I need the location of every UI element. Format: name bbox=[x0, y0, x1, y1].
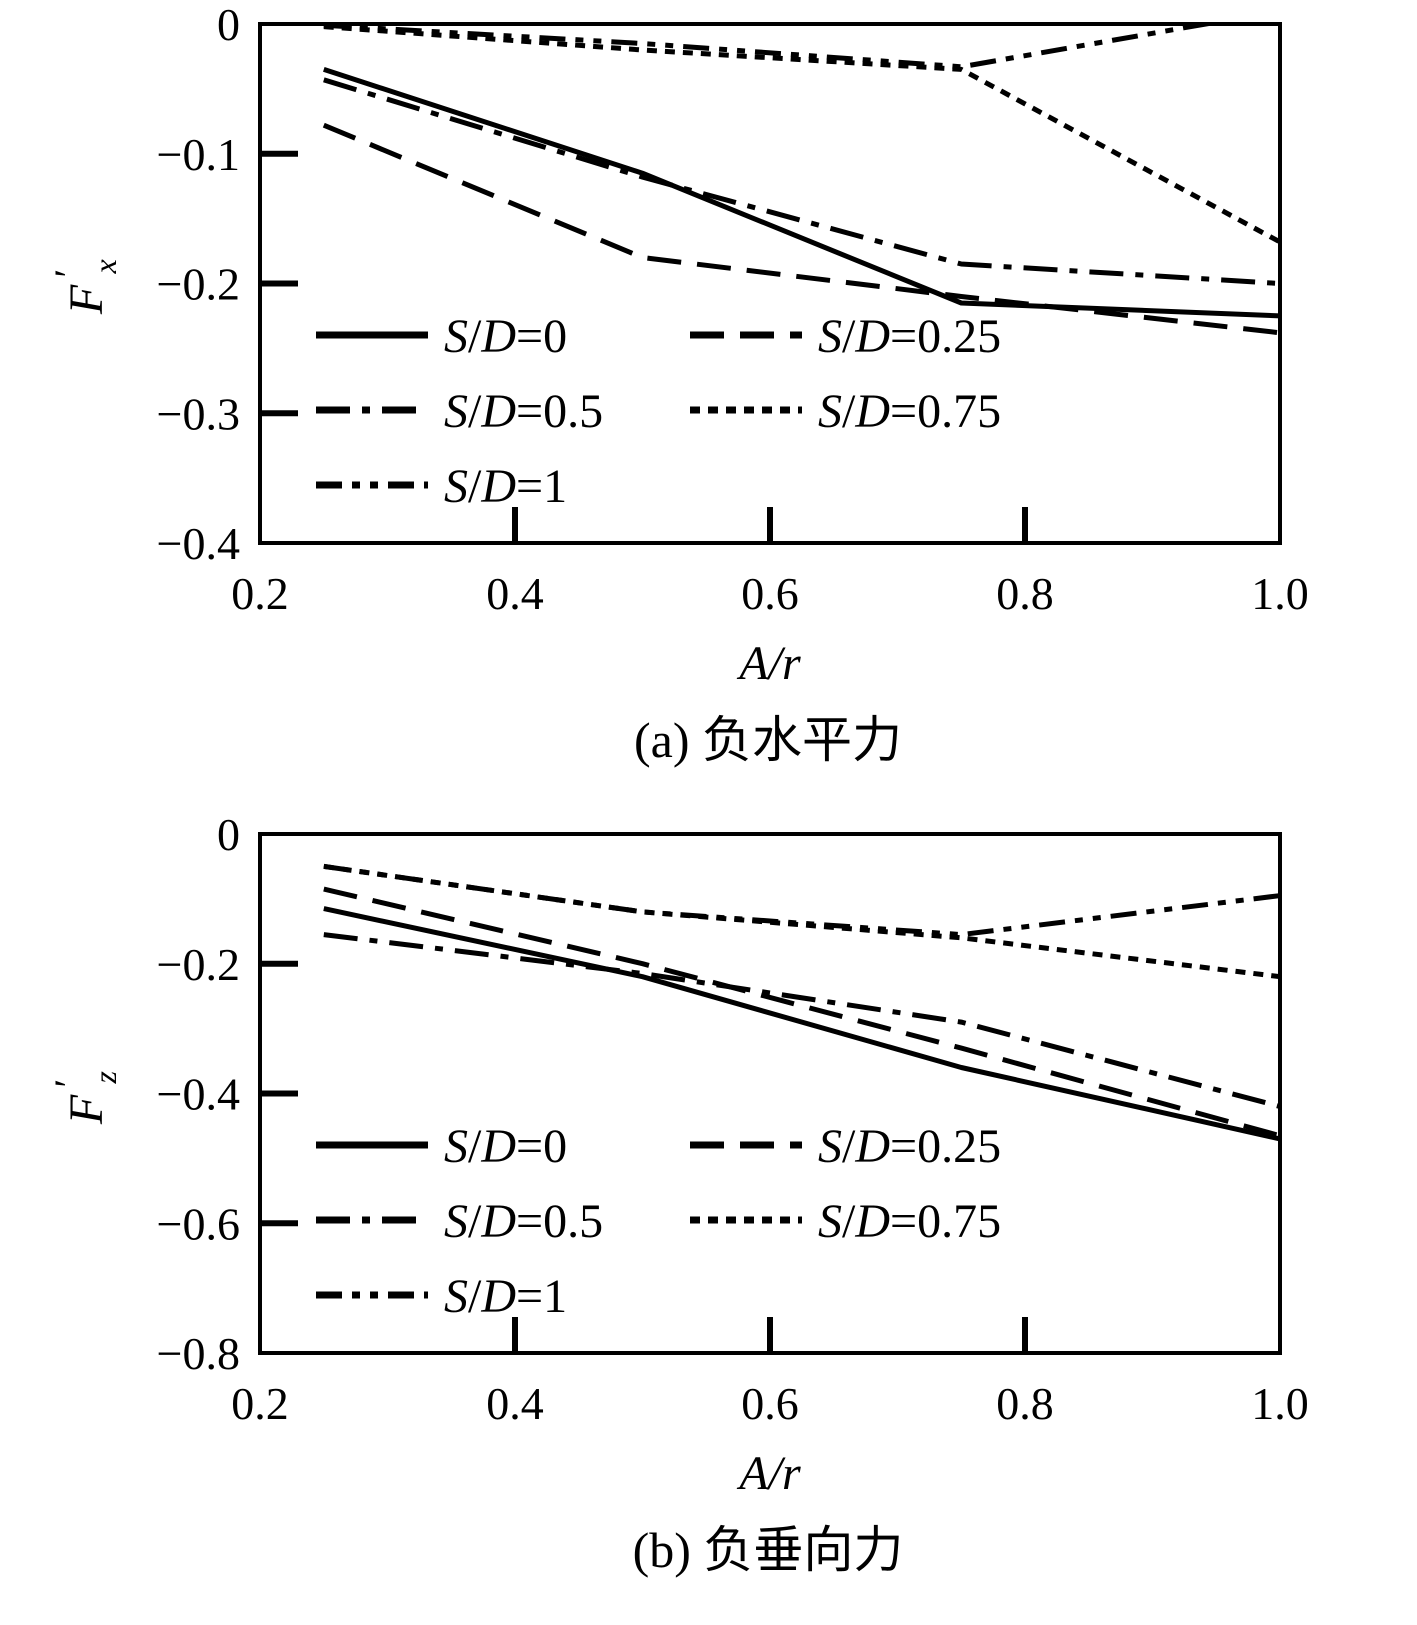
chart-b-legend-label-2-part-0: S bbox=[444, 1195, 468, 1248]
chart-b-series-line-0 bbox=[323, 906, 1280, 1142]
chart-b-legend-label-4-part-3: =1 bbox=[516, 1270, 567, 1323]
chart-b-y-tick-label-0: 0 bbox=[217, 810, 240, 860]
chart-a-legend-label-1-part-2: D bbox=[854, 310, 890, 363]
chart-a-x-tick-label-1: 0.4 bbox=[486, 568, 544, 619]
chart-a-legend-label-2-part-3: =0.5 bbox=[516, 385, 603, 438]
chart-b-legend-label-1: S/D=0.25 bbox=[818, 1120, 1001, 1173]
chart-a-legend-label-4-part-2: D bbox=[480, 460, 516, 513]
chart-a-y-tick-label-4: −0.4 bbox=[157, 518, 240, 569]
figure-a: 0.2 0.4 0.6 0.8 1.0 0 −0.1 −0.2 −0.3 −0.4 A/r F ′ x (a… bbox=[0, 0, 1417, 810]
chart-a-legend-label-3-part-0: S bbox=[818, 385, 842, 438]
chart-b-legend-label-1-part-0: S bbox=[818, 1120, 842, 1173]
chart-a-legend-label-1-part-1: / bbox=[842, 310, 856, 363]
chart-b-series-line-2 bbox=[323, 932, 1280, 1109]
chart-b-y-axis-title-main: F bbox=[60, 1094, 113, 1125]
figure-b: 0.2 0.4 0.6 0.8 1.0 0 −0.2 −0.4 −0.6 −0.8 A/r F ′ z (b… bbox=[0, 810, 1417, 1625]
chart-a-x-tick-label-4: 1.0 bbox=[1251, 568, 1309, 619]
chart-a-series-line-4 bbox=[323, 24, 1221, 70]
chart-a-legend-label-0-part-3: =0 bbox=[516, 310, 567, 363]
chart-a-caption: (a) 负水平力 bbox=[634, 712, 902, 768]
chart-a-x-tick-label-3: 0.8 bbox=[996, 568, 1054, 619]
chart-a-x-axis-title: A/r bbox=[736, 637, 801, 690]
chart-a-y-tick-label-1: −0.1 bbox=[157, 129, 240, 180]
chart-b-legend-label-0-part-2: D bbox=[480, 1120, 516, 1173]
chart-b-y-tick-label-1: −0.2 bbox=[157, 939, 240, 990]
chart-a-x-tick-label-2: 0.6 bbox=[741, 568, 799, 619]
chart-a-legend-label-2-part-0: S bbox=[444, 385, 468, 438]
chart-a-legend-label-0: S/D=0 bbox=[444, 310, 567, 363]
chart-b-svg: 0.2 0.4 0.6 0.8 1.0 0 −0.2 −0.4 −0.6 −0.8 A/r F ′z (b… bbox=[46, 810, 1309, 1578]
chart-b-legend-label-4-part-0: S bbox=[444, 1270, 468, 1323]
chart-a-y-tick-label-0: 0 bbox=[217, 0, 240, 50]
chart-a-legend-label-3-part-3: =0.75 bbox=[890, 385, 1001, 438]
chart-a-legend-label-4: S/D=1 bbox=[444, 460, 567, 513]
chart-a-y-tick-label-3: −0.3 bbox=[157, 388, 240, 439]
chart-a-legend-label-2-part-2: D bbox=[480, 385, 516, 438]
chart-a-series-line-0 bbox=[323, 67, 1280, 319]
chart-b-legend-label-2: S/D=0.5 bbox=[444, 1195, 603, 1248]
chart-b-caption: (b) 负垂向力 bbox=[633, 1522, 904, 1578]
chart-a-legend-label-3-part-1: / bbox=[842, 385, 856, 438]
chart-b-legend-label-0-part-3: =0 bbox=[516, 1120, 567, 1173]
chart-a-series-line-3 bbox=[323, 24, 1280, 245]
chart-a-legend-label-1-part-3: =0.25 bbox=[890, 310, 1001, 363]
chart-b-legend-label-4-part-2: D bbox=[480, 1270, 516, 1323]
chart-a-legend-label-0-part-1: / bbox=[468, 310, 482, 363]
chart-b-x-tick-label-4: 1.0 bbox=[1251, 1378, 1309, 1429]
chart-a-y-tick-label-2: −0.2 bbox=[157, 259, 240, 310]
chart-a-y-axis-title-main: F bbox=[60, 284, 113, 315]
chart-a-series-line-2 bbox=[323, 77, 1280, 286]
chart-a-legend-label-4-part-3: =1 bbox=[516, 460, 567, 513]
chart-a-plot-frame bbox=[258, 22, 1282, 545]
chart-b-legend-label-3-part-3: =0.75 bbox=[890, 1195, 1001, 1248]
chart-b-x-tick-label-1: 0.4 bbox=[486, 1378, 544, 1429]
chart-b-legend-label-2-part-2: D bbox=[480, 1195, 516, 1248]
chart-b-legend-label-3-part-1: / bbox=[842, 1195, 856, 1248]
chart-a-legend-label-3-part-2: D bbox=[854, 385, 890, 438]
chart-b-series-line-4 bbox=[323, 863, 1280, 938]
chart-b-series-line-1 bbox=[323, 886, 1280, 1139]
chart-b-y-axis-title: F ′z bbox=[46, 1071, 123, 1126]
chart-a-y-axis-title: F ′x bbox=[46, 259, 123, 315]
chart-b-y-tick-label-2: −0.4 bbox=[157, 1069, 240, 1120]
chart-b-x-tick-label-3: 0.8 bbox=[996, 1378, 1054, 1429]
chart-b-x-tick-label-2: 0.6 bbox=[741, 1378, 799, 1429]
chart-a-x-tick-label-0: 0.2 bbox=[231, 568, 289, 619]
chart-a-legend-label-2: S/D=0.5 bbox=[444, 385, 603, 438]
chart-b-legend-label-2-part-3: =0.5 bbox=[516, 1195, 603, 1248]
chart-b-legend-label-4: S/D=1 bbox=[444, 1270, 567, 1323]
chart-a-y-axis-title-sub: x bbox=[87, 259, 123, 274]
chart-b-legend-label-0-part-1: / bbox=[468, 1120, 482, 1173]
chart-a-legend-label-4-part-1: / bbox=[468, 460, 482, 513]
chart-b-legend-label-3-part-2: D bbox=[854, 1195, 890, 1248]
chart-b-legend-label-3: S/D=0.75 bbox=[818, 1195, 1001, 1248]
chart-a-y-axis-title-prime: ′ bbox=[46, 269, 91, 278]
chart-b-legend-label-2-part-1: / bbox=[468, 1195, 482, 1248]
chart-a-legend-label-1-part-0: S bbox=[818, 310, 842, 363]
chart-b-legend-label-4-part-1: / bbox=[468, 1270, 482, 1323]
chart-b-series-line-3 bbox=[323, 863, 1280, 980]
chart-a-legend-label-4-part-0: S bbox=[444, 460, 468, 513]
chart-b-legend-label-0: S/D=0 bbox=[444, 1120, 567, 1173]
chart-b-x-axis-title: A/r bbox=[736, 1447, 801, 1500]
chart-a-legend-label-0-part-0: S bbox=[444, 310, 468, 363]
chart-a-legend-label-1: S/D=0.25 bbox=[818, 310, 1001, 363]
chart-b-legend-label-1-part-2: D bbox=[854, 1120, 890, 1173]
chart-b-legend-label-0-part-0: S bbox=[444, 1120, 468, 1173]
chart-a-legend-label-2-part-1: / bbox=[468, 385, 482, 438]
chart-b-y-tick-label-4: −0.8 bbox=[157, 1328, 240, 1379]
chart-a-series-line-1 bbox=[322, 122, 1280, 336]
chart-b-y-axis-title-prime: ′ bbox=[46, 1079, 91, 1088]
chart-a-legend-label-0-part-2: D bbox=[480, 310, 516, 363]
chart-b-legend-label-1-part-3: =0.25 bbox=[890, 1120, 1001, 1173]
chart-b-x-tick-label-0: 0.2 bbox=[231, 1378, 289, 1429]
chart-b-legend-label-3-part-0: S bbox=[818, 1195, 842, 1248]
chart-a-svg: 0.2 0.4 0.6 0.8 1.0 0 −0.1 −0.2 −0.3 −0.4 A/r F ′x (a… bbox=[46, 0, 1309, 768]
chart-a-legend-label-3: S/D=0.75 bbox=[818, 385, 1001, 438]
chart-b-y-tick-label-3: −0.6 bbox=[157, 1198, 240, 1249]
chart-b-y-axis-title-sub: z bbox=[87, 1071, 123, 1085]
chart-b-legend-label-1-part-1: / bbox=[842, 1120, 856, 1173]
